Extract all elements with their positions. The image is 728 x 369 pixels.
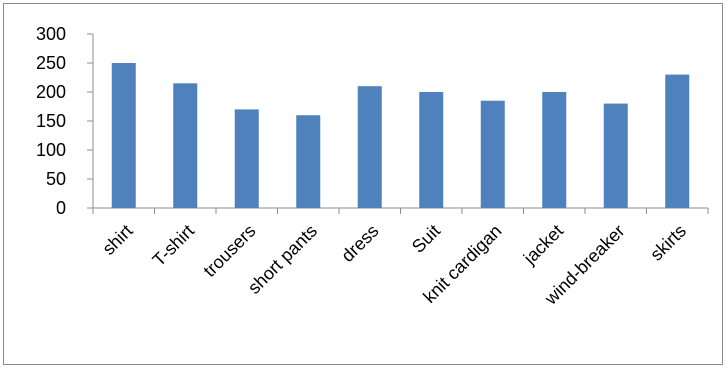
- bars: [111, 63, 690, 208]
- x-category-label: skirts: [646, 221, 690, 265]
- x-category-label: shirt: [98, 221, 136, 259]
- x-category-label: dress: [337, 221, 382, 266]
- x-category-label: T-shirt: [149, 221, 199, 271]
- x-category-label: jacket: [519, 221, 567, 269]
- y-axis: 0 50 100 150 200 250 300: [36, 24, 94, 218]
- x-category-label: Suit: [408, 221, 444, 257]
- bar-short-pants: [296, 115, 321, 208]
- bar-trousers: [234, 109, 259, 208]
- bar-t-shirt: [173, 83, 198, 208]
- y-tick-label: 250: [36, 53, 66, 73]
- x-category-label: trousers: [199, 221, 259, 281]
- bar-shirt: [111, 63, 136, 208]
- y-tick-label: 50: [46, 169, 66, 189]
- y-tick-label: 300: [36, 24, 66, 44]
- bar-knit-cardigan: [480, 100, 505, 208]
- y-tick-label: 100: [36, 140, 66, 160]
- x-axis: [92, 207, 709, 214]
- bar-skirts: [665, 74, 690, 208]
- bar-dress: [357, 86, 382, 208]
- y-tick-label: 0: [56, 198, 66, 218]
- bar-suit: [419, 92, 444, 208]
- y-tick-label: 150: [36, 111, 66, 131]
- y-tick-label: 200: [36, 82, 66, 102]
- bar-jacket: [542, 92, 567, 208]
- bar-wind-breaker: [603, 103, 628, 208]
